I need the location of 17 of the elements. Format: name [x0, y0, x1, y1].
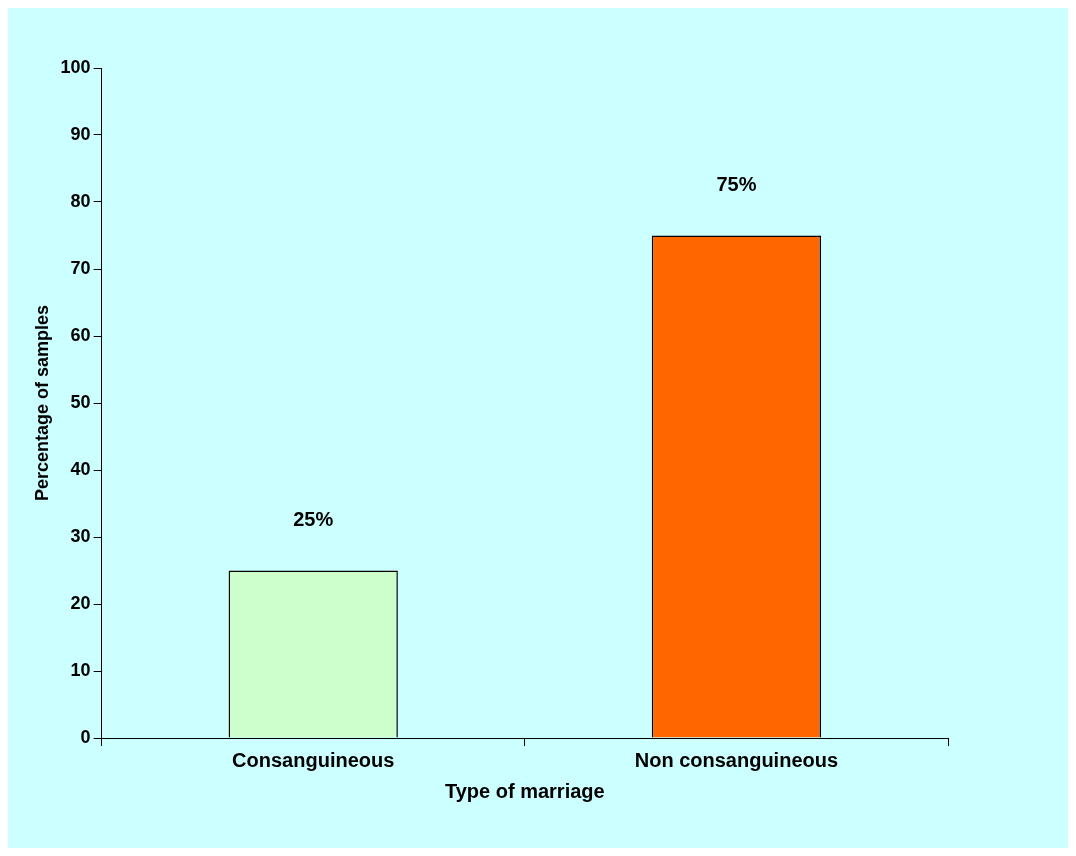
x-tick-label: Non consanguineous	[634, 748, 839, 771]
y-tick-label: 40	[70, 458, 91, 479]
data-label: 75%	[716, 173, 757, 196]
y-tick-label: 100	[60, 56, 91, 77]
y-tick-label: 70	[70, 257, 91, 278]
y-tick-label: 30	[70, 525, 91, 546]
y-tick-label: 0	[80, 726, 91, 747]
y-tick-label: 20	[70, 592, 91, 613]
y-tick-label: 90	[70, 123, 91, 144]
y-tick-label: 10	[70, 659, 91, 680]
y-tick-label: 50	[70, 391, 91, 412]
data-label: 25%	[293, 508, 334, 531]
x-tick-label: Consanguineous	[232, 748, 395, 771]
y-axis-title: Percentage of samples	[31, 304, 52, 502]
x-axis-title: Type of marriage	[444, 779, 605, 802]
y-tick-label: 60	[70, 324, 91, 345]
y-tick-label: 80	[70, 190, 91, 211]
